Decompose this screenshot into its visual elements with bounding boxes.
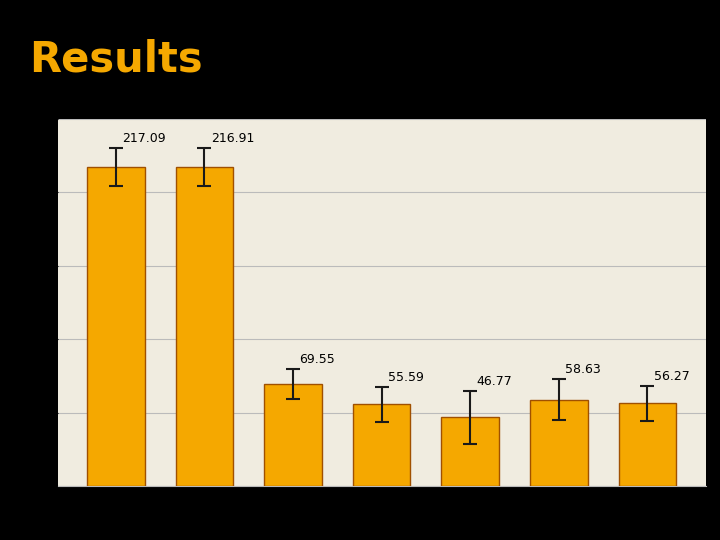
Bar xyxy=(618,403,676,486)
Text: 69.55: 69.55 xyxy=(300,353,335,366)
Text: 58.63: 58.63 xyxy=(565,363,600,376)
Text: USMLE Step 1, Step 2, and ABSITE PGY1-5 Mean Scores, N = 34: USMLE Step 1, Step 2, and ABSITE PGY1-5 … xyxy=(71,75,615,90)
Bar xyxy=(353,404,410,486)
Text: with Standard Deviation Error Bars: with Standard Deviation Error Bars xyxy=(265,100,459,111)
Text: 46.77: 46.77 xyxy=(477,375,512,388)
Text: 217.09: 217.09 xyxy=(122,132,166,145)
Bar xyxy=(530,400,588,486)
Text: Results: Results xyxy=(29,38,202,80)
Text: 56.27: 56.27 xyxy=(654,370,689,383)
Bar xyxy=(176,167,233,486)
Text: 55.59: 55.59 xyxy=(388,371,423,384)
Bar xyxy=(441,417,499,486)
Text: 216.91: 216.91 xyxy=(211,132,254,145)
Bar xyxy=(87,167,145,486)
Bar xyxy=(264,384,322,486)
